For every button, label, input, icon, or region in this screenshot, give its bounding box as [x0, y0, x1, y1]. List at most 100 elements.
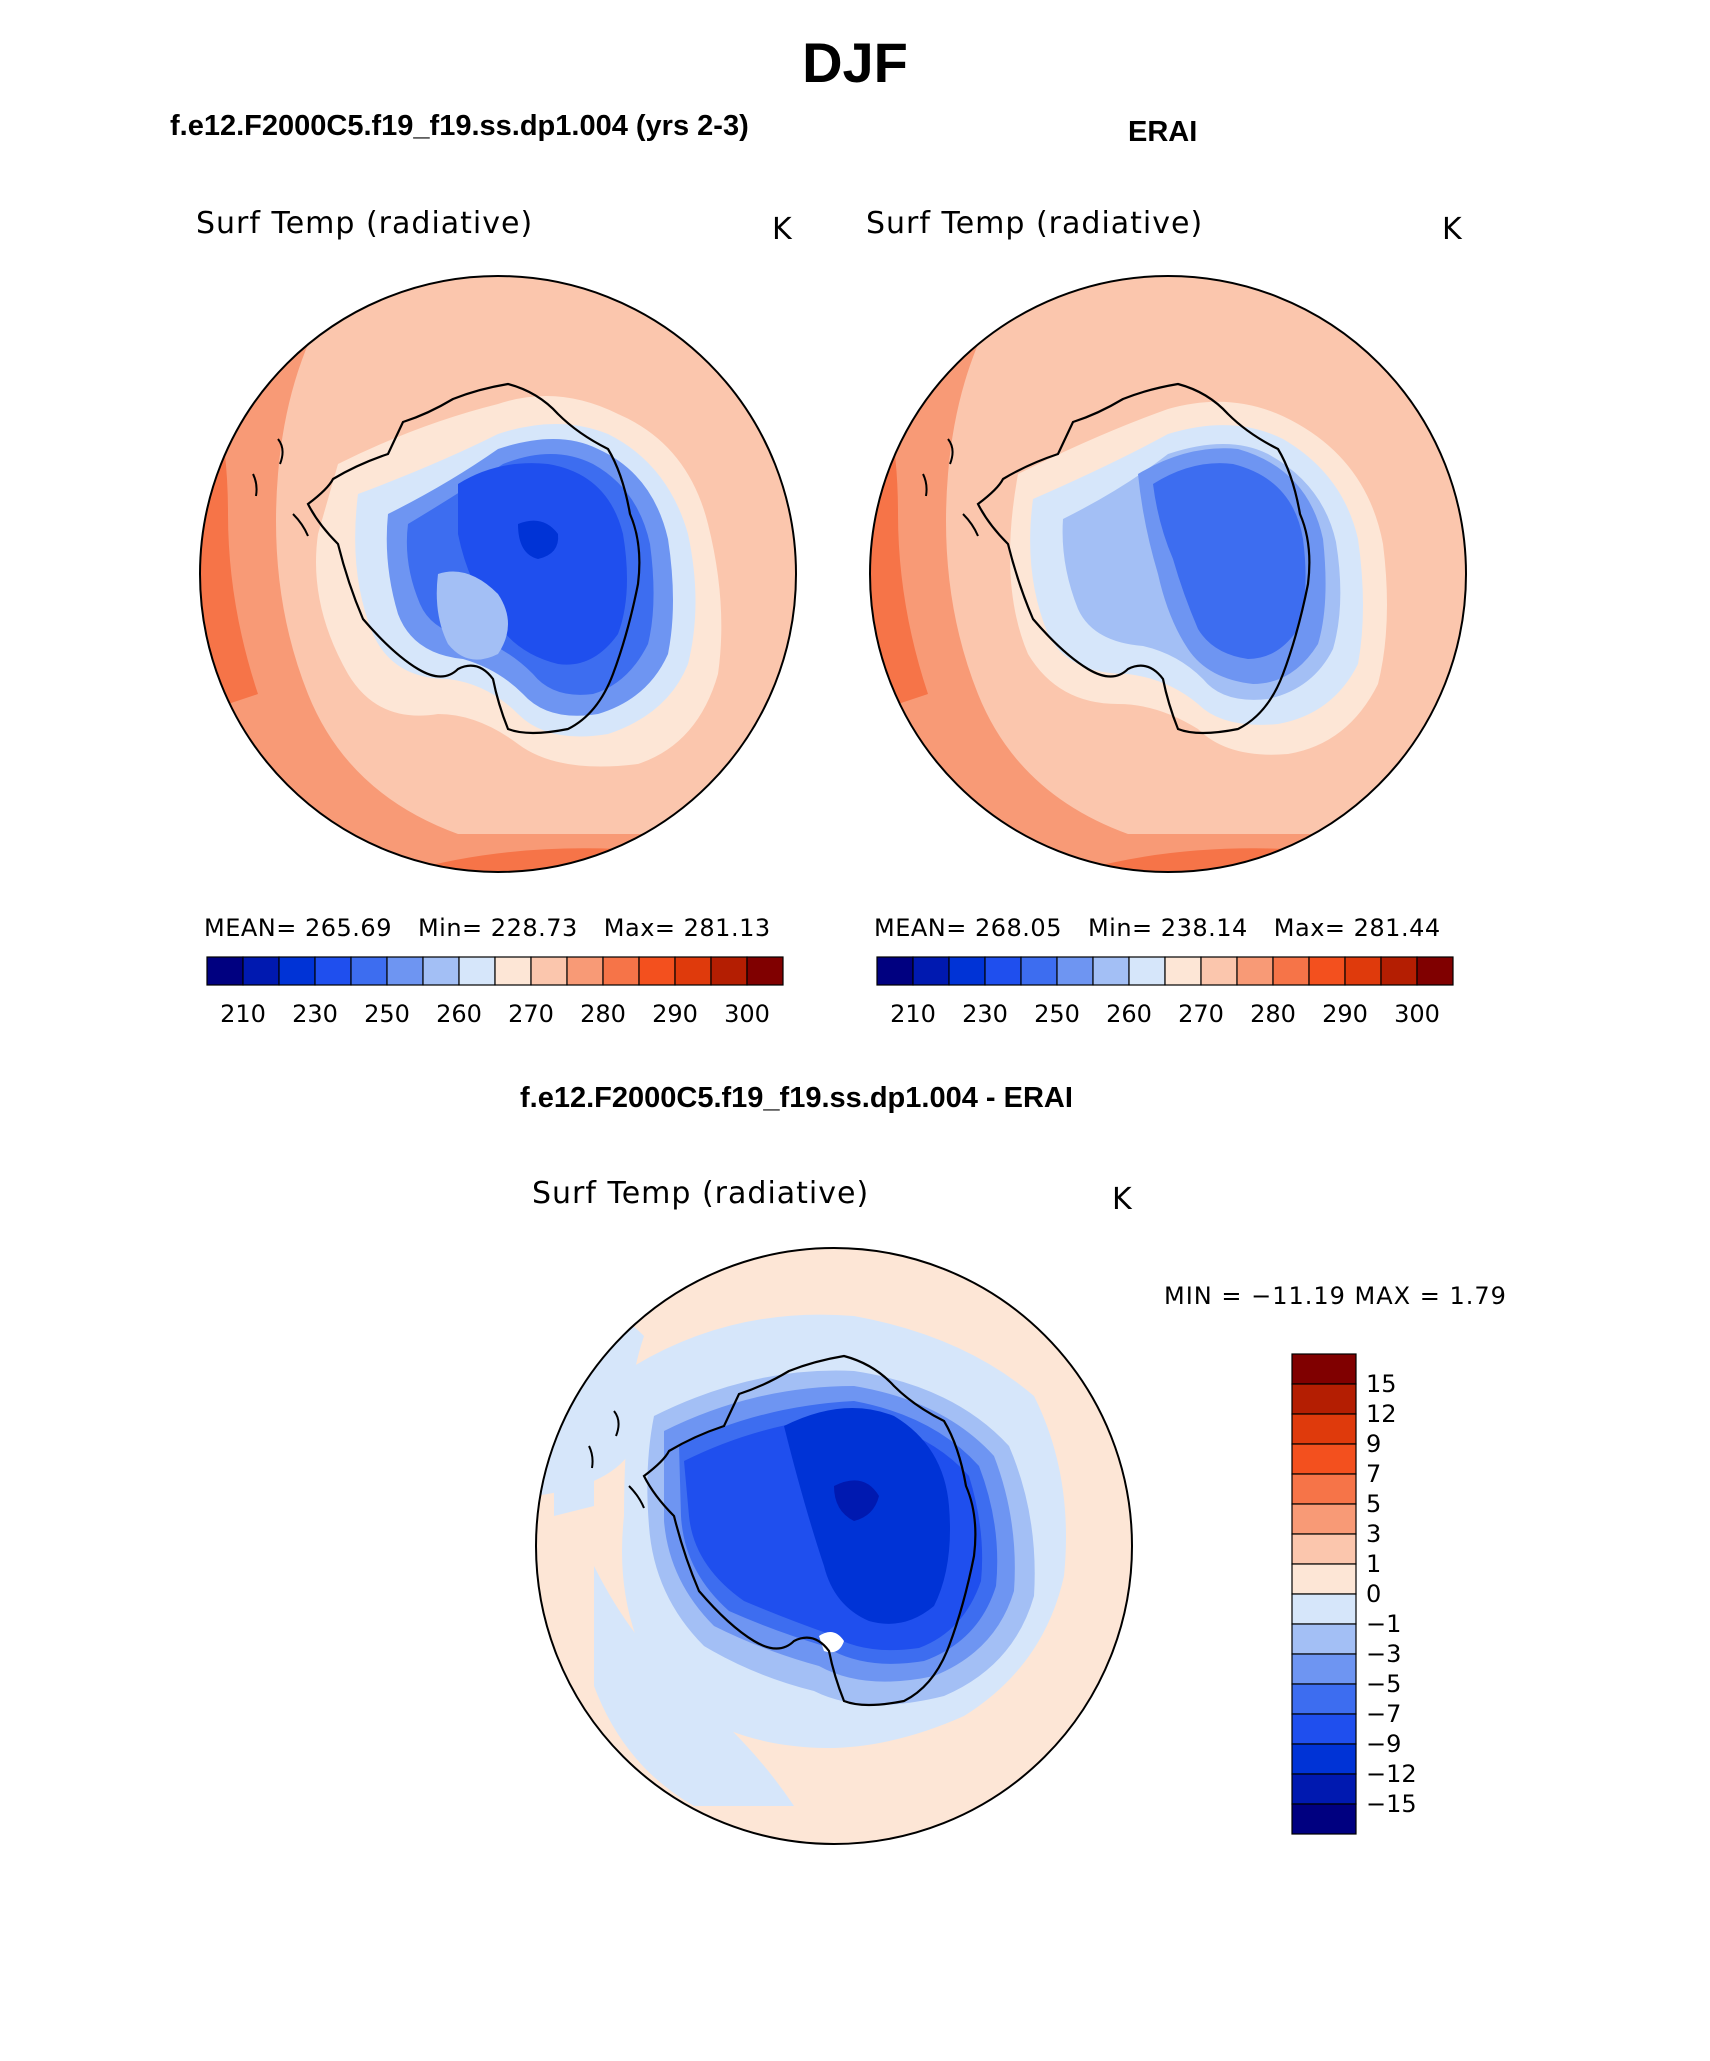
diff-colorbar-tick-label: −15 [1366, 1790, 1417, 1818]
diff-panel-title: f.e12.F2000C5.f19_f19.ss.dp1.004 - ERAI [520, 1082, 1073, 1114]
model-min: Min= 228.73 [417, 914, 578, 942]
diff-colorbar-tick-label: 5 [1366, 1490, 1381, 1518]
model-panel-title: f.e12.F2000C5.f19_f19.ss.dp1.004 (yrs 2-… [170, 110, 749, 142]
model-colorbar-tick-label: 250 [364, 1000, 410, 1028]
obs-colorbar-box [1344, 956, 1382, 986]
diff-colorbar-box [1291, 1533, 1357, 1565]
obs-panel-title: ERAI [1128, 116, 1198, 148]
model-units-label: K [772, 212, 792, 247]
obs-colorbar-box [1020, 956, 1058, 986]
model-colorbar-tick-label: 230 [292, 1000, 338, 1028]
model-stats: MEAN= 265.69 Min= 228.73 Max= 281.13 [204, 914, 771, 942]
diff-colorbar-tick-label: −7 [1366, 1700, 1401, 1728]
obs-colorbar-box [1380, 956, 1418, 986]
model-colorbar-tick-label: 210 [220, 1000, 266, 1028]
model-colorbar-box [422, 956, 460, 986]
obs-colorbar-box [1200, 956, 1238, 986]
diff-colorbar-tick-label: 3 [1366, 1520, 1381, 1548]
obs-colorbar-box [1272, 956, 1310, 986]
obs-min: Min= 238.14 [1087, 914, 1248, 942]
diff-colorbar-box [1291, 1653, 1357, 1685]
obs-stats: MEAN= 268.05 Min= 238.14 Max= 281.44 [874, 914, 1441, 942]
diff-colorbar-tick-label: 7 [1366, 1460, 1381, 1488]
model-colorbar-box [242, 956, 280, 986]
diff-colorbar-box [1291, 1683, 1357, 1715]
model-colorbar-box [602, 956, 640, 986]
obs-mean: MEAN= 268.05 [874, 914, 1062, 942]
diff-colorbar-tick-label: −12 [1366, 1760, 1417, 1788]
obs-colorbar-box [1236, 956, 1274, 986]
obs-colorbar-box [1056, 956, 1094, 986]
obs-colorbar-box [984, 956, 1022, 986]
model-colorbar-tick-label: 270 [508, 1000, 554, 1028]
obs-colorbar-box [1164, 956, 1202, 986]
model-colorbar-tick-label: 260 [436, 1000, 482, 1028]
model-colorbar-box [386, 956, 424, 986]
model-colorbar-box [314, 956, 352, 986]
diff-colorbar-box [1291, 1713, 1357, 1745]
diff-colorbar-box [1291, 1563, 1357, 1595]
model-colorbar-box [638, 956, 676, 986]
obs-colorbar-box [1092, 956, 1130, 986]
model-colorbar-box [746, 956, 784, 986]
model-colorbar-tick-label: 300 [724, 1000, 770, 1028]
obs-colorbar-box [1128, 956, 1166, 986]
diff-units-label: K [1112, 1182, 1132, 1217]
model-colorbar-box [566, 956, 604, 986]
obs-colorbar-tick-label: 230 [962, 1000, 1008, 1028]
model-colorbar-box [710, 956, 748, 986]
diff-colorbar-tick-label: −1 [1366, 1610, 1401, 1638]
diff-variable-label: Surf Temp (radiative) [532, 1176, 870, 1211]
diff-polar-map [535, 1247, 1133, 1845]
model-mean: MEAN= 265.69 [204, 914, 392, 942]
diff-colorbar-box [1291, 1473, 1357, 1505]
model-colorbar-box [530, 956, 568, 986]
model-colorbar-box [350, 956, 388, 986]
model-variable-label: Surf Temp (radiative) [196, 206, 534, 241]
obs-colorbar-tick-label: 300 [1394, 1000, 1440, 1028]
diff-colorbar-box [1291, 1353, 1357, 1385]
diff-colorbar-box [1291, 1593, 1357, 1625]
obs-colorbar-tick-label: 270 [1178, 1000, 1224, 1028]
main-title: DJF [802, 31, 908, 94]
obs-max: Max= 281.44 [1273, 914, 1441, 942]
diff-minmax: MIN = −11.19 MAX = 1.79 [1164, 1282, 1507, 1310]
obs-colorbar-tick-label: 210 [890, 1000, 936, 1028]
model-colorbar-tick-label: 280 [580, 1000, 626, 1028]
obs-colorbar-tick-label: 290 [1322, 1000, 1368, 1028]
model-polar-map [199, 275, 797, 873]
diff-colorbar-tick-label: −3 [1366, 1640, 1401, 1668]
model-colorbar-box [206, 956, 244, 986]
diff-colorbar-box [1291, 1503, 1357, 1535]
diff-colorbar-box [1291, 1803, 1357, 1835]
diff-colorbar-box [1291, 1443, 1357, 1475]
model-colorbar-box [278, 956, 316, 986]
diff-colorbar-tick-label: −9 [1366, 1730, 1401, 1758]
obs-colorbar-tick-label: 250 [1034, 1000, 1080, 1028]
model-colorbar: 210 230 250 260 270 280 290 300 [206, 956, 784, 1028]
obs-colorbar-tick-label: 280 [1250, 1000, 1296, 1028]
model-colorbar-box [494, 956, 532, 986]
diff-colorbar-box [1291, 1743, 1357, 1775]
obs-colorbar-tick-label: 260 [1106, 1000, 1152, 1028]
model-colorbar-tick-label: 290 [652, 1000, 698, 1028]
diff-colorbar-tick-label: 15 [1366, 1370, 1397, 1398]
obs-units-label: K [1442, 212, 1462, 247]
obs-colorbar-box [876, 956, 914, 986]
diff-colorbar-tick-label: −5 [1366, 1670, 1401, 1698]
diff-colorbar-box [1291, 1623, 1357, 1655]
obs-colorbar-box [1416, 956, 1454, 986]
obs-polar-map [869, 275, 1467, 873]
diff-colorbar-box [1291, 1383, 1357, 1415]
obs-variable-label: Surf Temp (radiative) [866, 206, 1204, 241]
obs-colorbar-box [948, 956, 986, 986]
diff-colorbar-tick-label: 1 [1366, 1550, 1381, 1578]
diff-colorbar-tick-label: 0 [1366, 1580, 1381, 1608]
obs-colorbar: 210 230 250 260 270 280 290 300 [876, 956, 1454, 1028]
diff-colorbar-box [1291, 1413, 1357, 1445]
diff-colorbar-tick-label: 9 [1366, 1430, 1381, 1458]
model-max: Max= 281.13 [603, 914, 771, 942]
diff-colorbar-box [1291, 1773, 1357, 1805]
diff-colorbar-tick-label: 12 [1366, 1400, 1397, 1428]
